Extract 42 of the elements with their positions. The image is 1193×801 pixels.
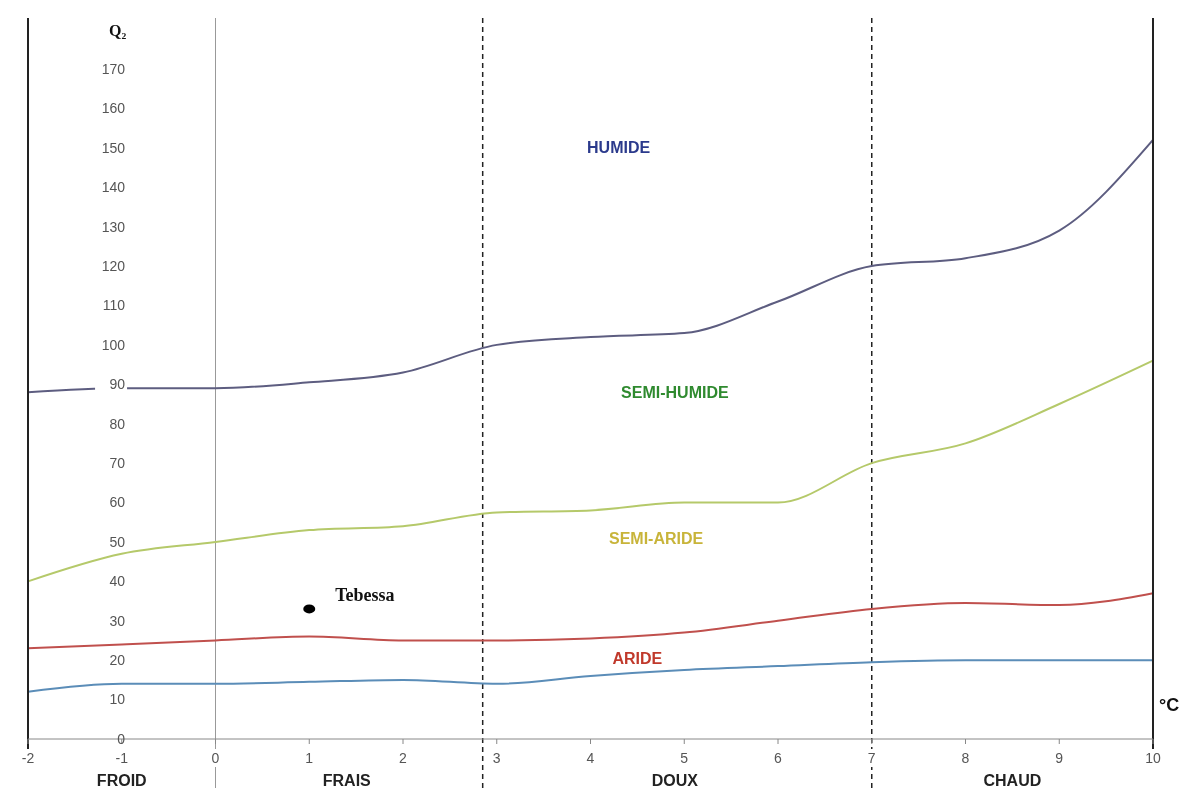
x-tick-label: 10 bbox=[1145, 750, 1161, 766]
y-tick-label: 10 bbox=[109, 691, 126, 708]
y-tick-label: 20 bbox=[109, 652, 126, 669]
text: FRAIS bbox=[322, 771, 372, 789]
annotation: ARIDE bbox=[612, 649, 663, 667]
x-tick-label: 9 bbox=[1055, 750, 1064, 766]
text: CHAUD bbox=[983, 771, 1042, 789]
x-tick-label: 0 bbox=[211, 750, 220, 766]
y-tick-label: 50 bbox=[109, 533, 126, 550]
y-tick-label: 90 bbox=[109, 376, 126, 393]
x-tick-label: -1 bbox=[115, 750, 129, 766]
y-tick-label: 100 bbox=[101, 336, 126, 353]
y-tick-label: 120 bbox=[101, 257, 126, 274]
y-tick-label: 160 bbox=[101, 100, 126, 117]
y-axis-title: Q₂ bbox=[109, 22, 127, 39]
y-tick-label: 130 bbox=[101, 218, 126, 235]
y-tick-label: 80 bbox=[109, 415, 126, 432]
text: DOUX bbox=[651, 771, 699, 789]
x-tick-label: 2 bbox=[399, 750, 408, 766]
x-tick-label: -2 bbox=[21, 750, 35, 766]
x-axis-title: °C bbox=[1159, 695, 1180, 715]
x-tick-label: 4 bbox=[586, 750, 595, 766]
annotation: SEMI-HUMIDE bbox=[621, 383, 729, 401]
x-tick-label: 7 bbox=[867, 750, 876, 766]
y-tick-label: 0 bbox=[117, 730, 126, 747]
x-tick-label: 1 bbox=[305, 750, 314, 766]
y-tick-label: 150 bbox=[101, 139, 126, 156]
series-label: Tebessa bbox=[335, 584, 395, 605]
y-tick-label: 140 bbox=[101, 179, 126, 196]
y-tick-label: 60 bbox=[109, 494, 126, 511]
annotation: HUMIDE bbox=[587, 139, 651, 157]
x-tick-label: 3 bbox=[492, 750, 501, 766]
annotation: SEMI-ARIDE bbox=[609, 529, 704, 547]
x-tick-label: 8 bbox=[961, 750, 970, 766]
y-tick-label: 170 bbox=[101, 60, 126, 77]
x-tick-label: 6 bbox=[774, 750, 783, 766]
y-tick-label: 110 bbox=[102, 297, 126, 314]
x-tick-label: 5 bbox=[680, 750, 689, 766]
y-tick-label: 30 bbox=[109, 612, 126, 629]
y-tick-label: 40 bbox=[109, 573, 126, 590]
text: FROID bbox=[96, 771, 147, 789]
y-tick-label: 70 bbox=[109, 455, 126, 472]
